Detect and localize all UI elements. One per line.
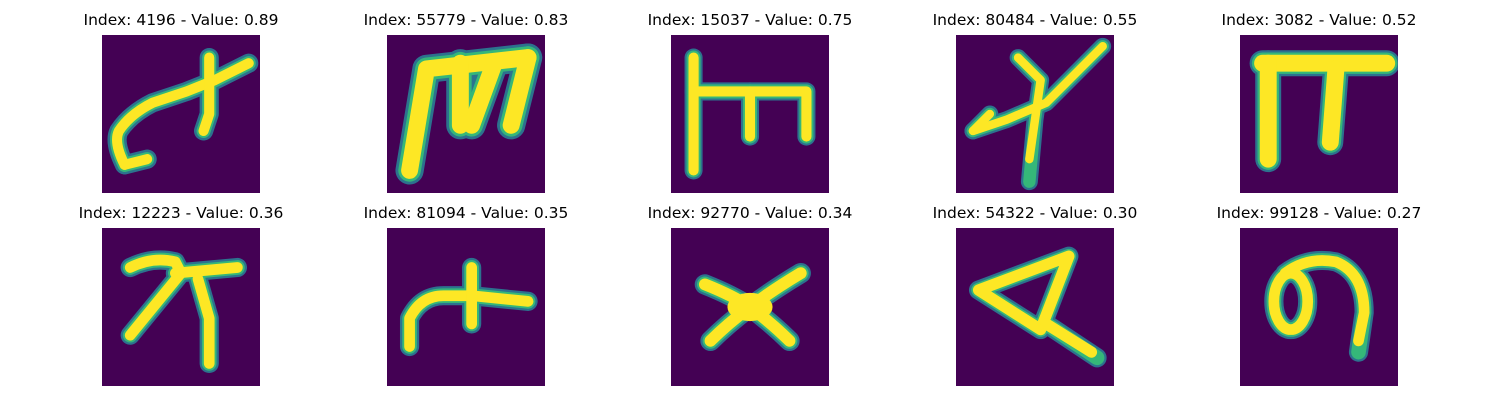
panel-title: Index: 81094 - Value: 0.35 (363, 204, 569, 222)
panel-1: Index: 4196 - Value: 0.89 (61, 0, 301, 193)
panel-title: Index: 55779 - Value: 0.83 (363, 11, 569, 29)
panel-2: Index: 55779 - Value: 0.83 (346, 0, 586, 193)
panel-title: Index: 12223 - Value: 0.36 (78, 204, 284, 222)
m-shape-icon (387, 35, 545, 193)
cursive-stroke-icon (102, 35, 260, 193)
triangle-shape-icon (956, 228, 1114, 386)
panel-6: Index: 12223 - Value: 0.36 (61, 193, 301, 386)
panel-title: Index: 99128 - Value: 0.27 (1216, 204, 1422, 222)
x-shape-icon (671, 228, 829, 386)
panel-title: Index: 54322 - Value: 0.30 (932, 204, 1138, 222)
comb-shape-icon (671, 35, 829, 193)
panel-8: Index: 92770 - Value: 0.34 (630, 193, 870, 386)
panel-3: Index: 15037 - Value: 0.75 (630, 0, 870, 193)
pi-shape-icon (1240, 35, 1398, 193)
hook-cross-icon (102, 228, 260, 386)
panel-title: Index: 92770 - Value: 0.34 (647, 204, 853, 222)
cross-stroke-icon (956, 35, 1114, 193)
panel-10: Index: 99128 - Value: 0.27 (1199, 193, 1439, 386)
panel-9: Index: 54322 - Value: 0.30 (915, 193, 1155, 386)
panel-5: Index: 3082 - Value: 0.52 (1199, 0, 1439, 193)
panel-7: Index: 81094 - Value: 0.35 (346, 193, 586, 386)
arch-cross-icon (387, 228, 545, 386)
loop-shape-icon (1240, 228, 1398, 386)
panel-title: Index: 80484 - Value: 0.55 (932, 11, 1138, 29)
panel-title: Index: 3082 - Value: 0.52 (1221, 11, 1417, 29)
panel-title: Index: 15037 - Value: 0.75 (647, 11, 853, 29)
panel-4: Index: 80484 - Value: 0.55 (915, 0, 1155, 193)
panel-title: Index: 4196 - Value: 0.89 (83, 11, 279, 29)
